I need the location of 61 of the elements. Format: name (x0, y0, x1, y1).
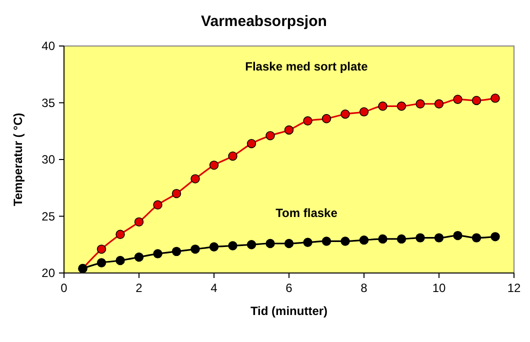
point (246, 240, 256, 250)
x-tick-label: 10 (432, 281, 446, 295)
x-tick-label: 2 (136, 281, 143, 295)
y-tick-label: 20 (42, 266, 56, 280)
point (340, 110, 350, 119)
point (96, 244, 106, 254)
point (322, 236, 332, 246)
point (490, 94, 500, 103)
point (134, 252, 144, 262)
point (284, 238, 294, 248)
point (490, 232, 500, 242)
y-tick-label: 30 (42, 152, 56, 166)
point (266, 238, 275, 248)
point (303, 116, 312, 126)
point (453, 94, 462, 104)
x-axis-title: Tid (minutter) (250, 304, 328, 318)
point (453, 230, 462, 240)
point (378, 234, 388, 244)
point (340, 236, 350, 246)
point (284, 125, 294, 135)
x-tick-label: 0 (60, 281, 68, 295)
x-tick-label: 8 (360, 281, 368, 295)
y-tick-label: 25 (42, 209, 56, 224)
point (434, 233, 444, 242)
series-label: Tom flaske (276, 206, 338, 220)
point (116, 230, 125, 240)
point (116, 256, 125, 266)
point (396, 102, 406, 111)
point (228, 151, 238, 161)
point (322, 114, 332, 124)
point (209, 160, 219, 170)
point (190, 244, 200, 254)
point (472, 96, 482, 106)
point (172, 188, 182, 198)
point (153, 249, 162, 258)
point (472, 233, 482, 242)
y-axis-title: Temperatur ( °C) (11, 112, 25, 206)
point (228, 241, 238, 250)
x-tick-label: 6 (286, 281, 293, 295)
point (378, 102, 388, 111)
point (434, 99, 444, 108)
point (416, 233, 425, 242)
x-tick-label: 4 (210, 281, 218, 295)
point (416, 99, 425, 108)
point (153, 200, 162, 210)
point (134, 217, 144, 227)
point (359, 235, 369, 245)
text: Flaske med sort plate (245, 60, 368, 74)
point (172, 246, 182, 256)
point (303, 238, 312, 247)
y-tick-label: 35 (42, 96, 56, 110)
point (96, 258, 106, 268)
chart-title: Varmeabsorpsjon (201, 13, 327, 30)
point (359, 107, 369, 116)
point (396, 234, 406, 244)
point (246, 139, 256, 148)
point (209, 242, 219, 252)
x-tick-label: 12 (507, 281, 521, 295)
y-tick-label: 40 (42, 39, 56, 53)
point (190, 174, 200, 184)
point (266, 131, 275, 140)
